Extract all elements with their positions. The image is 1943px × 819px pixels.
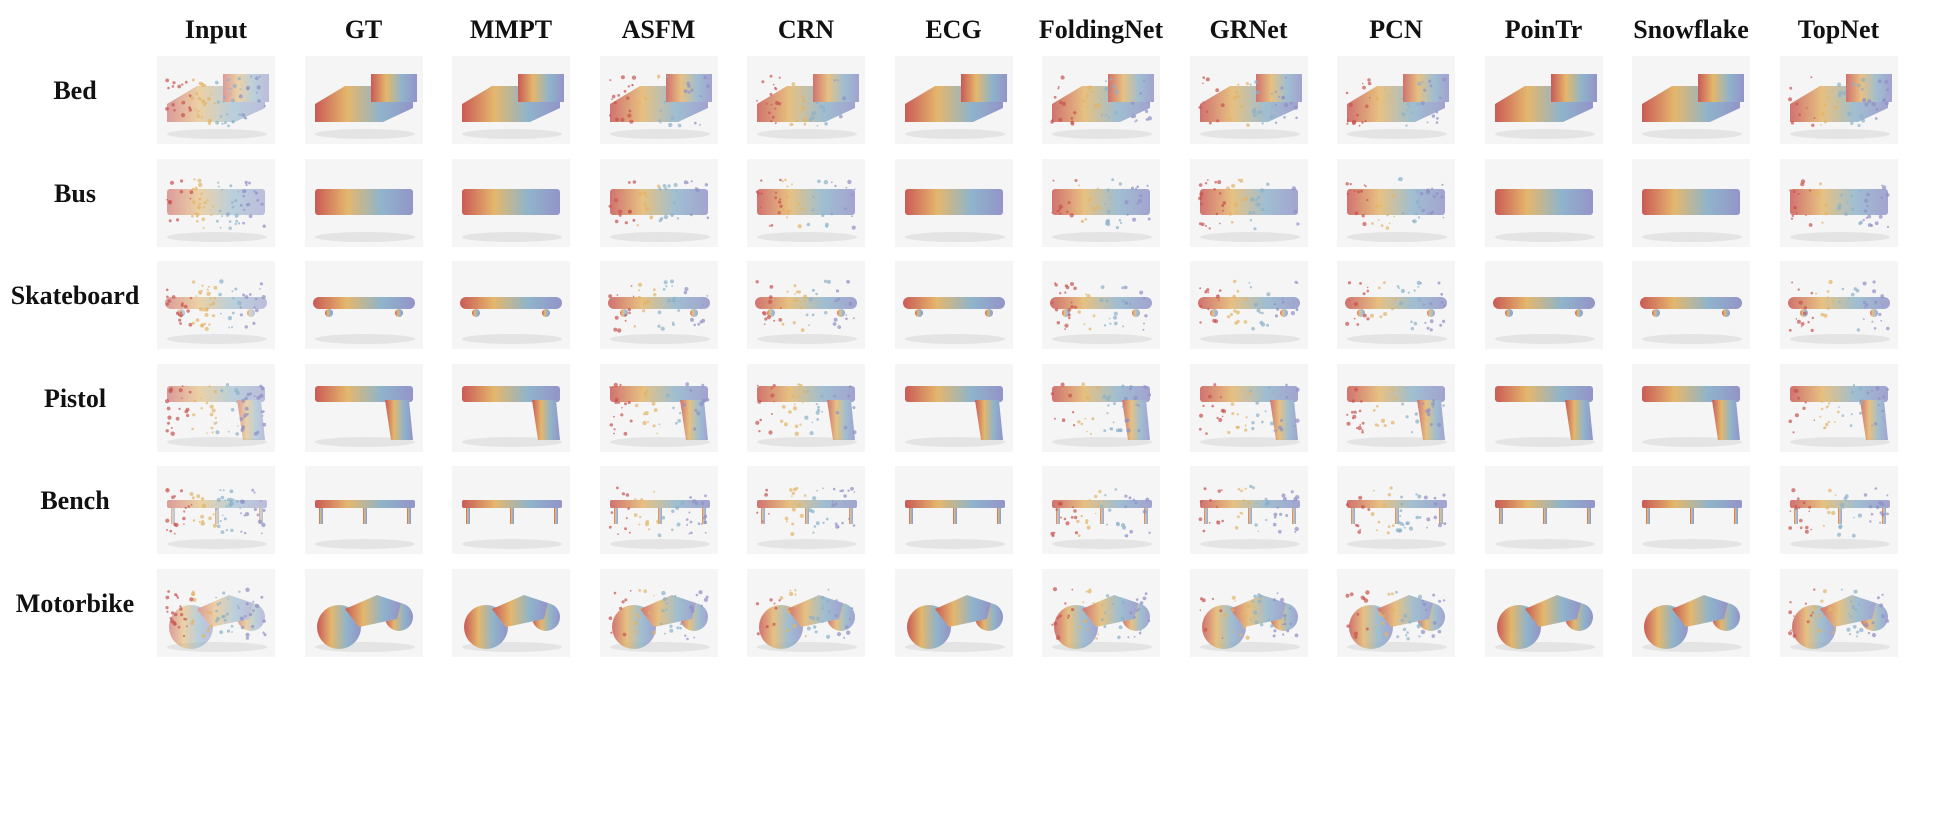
result-motorbike-topnet bbox=[1779, 568, 1898, 657]
result-motorbike-ecg bbox=[894, 568, 1013, 657]
result-skateboard-ecg bbox=[894, 261, 1013, 349]
result-bus-topnet bbox=[1779, 158, 1898, 247]
result-pistol-ecg bbox=[894, 363, 1013, 452]
result-bed-input bbox=[157, 56, 275, 144]
result-bed-crn bbox=[747, 56, 865, 144]
result-skateboard-input bbox=[157, 261, 275, 349]
result-bed-pointr bbox=[1484, 56, 1603, 144]
result-motorbike-snowflake bbox=[1632, 568, 1750, 657]
result-skateboard-foldingnet bbox=[1042, 261, 1160, 349]
result-pistol-crn bbox=[747, 363, 865, 452]
result-bus-gt bbox=[304, 158, 423, 247]
column-header-gt: GT bbox=[344, 15, 383, 44]
result-skateboard-snowflake bbox=[1632, 261, 1750, 349]
result-bench-gt bbox=[304, 466, 423, 554]
result-bus-ecg bbox=[894, 158, 1013, 247]
result-bed-ecg bbox=[894, 56, 1013, 144]
result-bench-asfm bbox=[599, 466, 718, 554]
result-skateboard-pcn bbox=[1337, 261, 1455, 349]
result-motorbike-asfm bbox=[599, 568, 718, 657]
result-skateboard-mmpt bbox=[452, 261, 570, 349]
result-bench-mmpt bbox=[452, 466, 570, 554]
result-bed-mmpt bbox=[452, 56, 570, 144]
row-label-skateboard: Skateboard bbox=[10, 281, 140, 310]
result-bench-foldingnet bbox=[1042, 466, 1160, 554]
column-header-ecg: ECG bbox=[925, 15, 982, 44]
result-bed-asfm bbox=[599, 56, 718, 144]
result-motorbike-gt bbox=[304, 568, 423, 657]
result-motorbike-mmpt bbox=[452, 568, 570, 657]
column-header-mmpt: MMPT bbox=[469, 15, 553, 44]
result-bus-crn bbox=[747, 158, 865, 247]
row-label-bench: Bench bbox=[40, 486, 110, 515]
result-skateboard-asfm bbox=[599, 261, 718, 349]
result-motorbike-pointr bbox=[1484, 568, 1603, 657]
result-bus-snowflake bbox=[1632, 158, 1750, 247]
column-header-crn: CRN bbox=[777, 15, 835, 44]
column-header-foldingnet: FoldingNet bbox=[1038, 15, 1164, 44]
result-bus-foldingnet bbox=[1042, 158, 1160, 247]
result-bench-input bbox=[157, 466, 275, 554]
result-bed-snowflake bbox=[1632, 56, 1750, 144]
result-pistol-asfm bbox=[599, 363, 718, 452]
result-bus-mmpt bbox=[452, 158, 570, 247]
result-motorbike-pcn bbox=[1337, 568, 1455, 657]
row-label-bed: Bed bbox=[53, 76, 97, 105]
result-bed-grnet bbox=[1189, 56, 1308, 144]
column-header-topnet: TopNet bbox=[1797, 15, 1880, 44]
result-bus-grnet bbox=[1189, 158, 1308, 247]
result-pistol-gt bbox=[304, 363, 423, 452]
column-header-grnet: GRNet bbox=[1209, 15, 1288, 44]
column-header-asfm: ASFM bbox=[621, 15, 696, 44]
result-pistol-mmpt bbox=[452, 363, 570, 452]
result-bed-pcn bbox=[1337, 56, 1455, 144]
result-bench-ecg bbox=[894, 466, 1013, 554]
result-pistol-snowflake bbox=[1632, 363, 1750, 452]
row-label-bus: Bus bbox=[54, 178, 96, 208]
column-header-pointr: PoinTr bbox=[1504, 15, 1583, 44]
column-header-snowflake: Snowflake bbox=[1633, 15, 1749, 44]
result-skateboard-gt bbox=[304, 261, 423, 349]
result-bed-gt bbox=[304, 56, 423, 144]
result-pistol-grnet bbox=[1189, 363, 1308, 452]
result-bench-pcn bbox=[1337, 466, 1455, 554]
result-pistol-topnet bbox=[1779, 363, 1898, 452]
result-motorbike-grnet bbox=[1189, 568, 1308, 657]
result-bench-grnet bbox=[1189, 466, 1308, 554]
result-bench-snowflake bbox=[1632, 466, 1750, 554]
result-pistol-input bbox=[157, 363, 275, 452]
result-motorbike-foldingnet bbox=[1042, 568, 1160, 657]
result-pistol-foldingnet bbox=[1042, 363, 1160, 452]
result-skateboard-pointr bbox=[1484, 261, 1603, 349]
result-bus-input bbox=[157, 158, 275, 247]
result-bench-crn bbox=[747, 466, 865, 554]
result-skateboard-crn bbox=[747, 261, 865, 349]
row-label-motorbike: Motorbike bbox=[15, 588, 135, 618]
result-bench-pointr bbox=[1484, 466, 1603, 554]
result-skateboard-grnet bbox=[1189, 261, 1308, 349]
column-header-pcn: PCN bbox=[1369, 15, 1423, 44]
result-pistol-pointr bbox=[1484, 363, 1603, 452]
row-label-pistol: Pistol bbox=[43, 383, 107, 413]
result-bench-topnet bbox=[1779, 466, 1898, 554]
column-header-input: Input bbox=[184, 15, 248, 44]
result-bed-topnet bbox=[1779, 56, 1898, 144]
result-bed-foldingnet bbox=[1042, 56, 1160, 144]
result-bus-pointr bbox=[1484, 158, 1603, 247]
result-bus-asfm bbox=[599, 158, 718, 247]
result-pistol-pcn bbox=[1337, 363, 1455, 452]
result-motorbike-crn bbox=[747, 568, 865, 657]
result-bus-pcn bbox=[1337, 158, 1455, 247]
result-skateboard-topnet bbox=[1779, 261, 1898, 349]
result-motorbike-input bbox=[157, 568, 275, 657]
